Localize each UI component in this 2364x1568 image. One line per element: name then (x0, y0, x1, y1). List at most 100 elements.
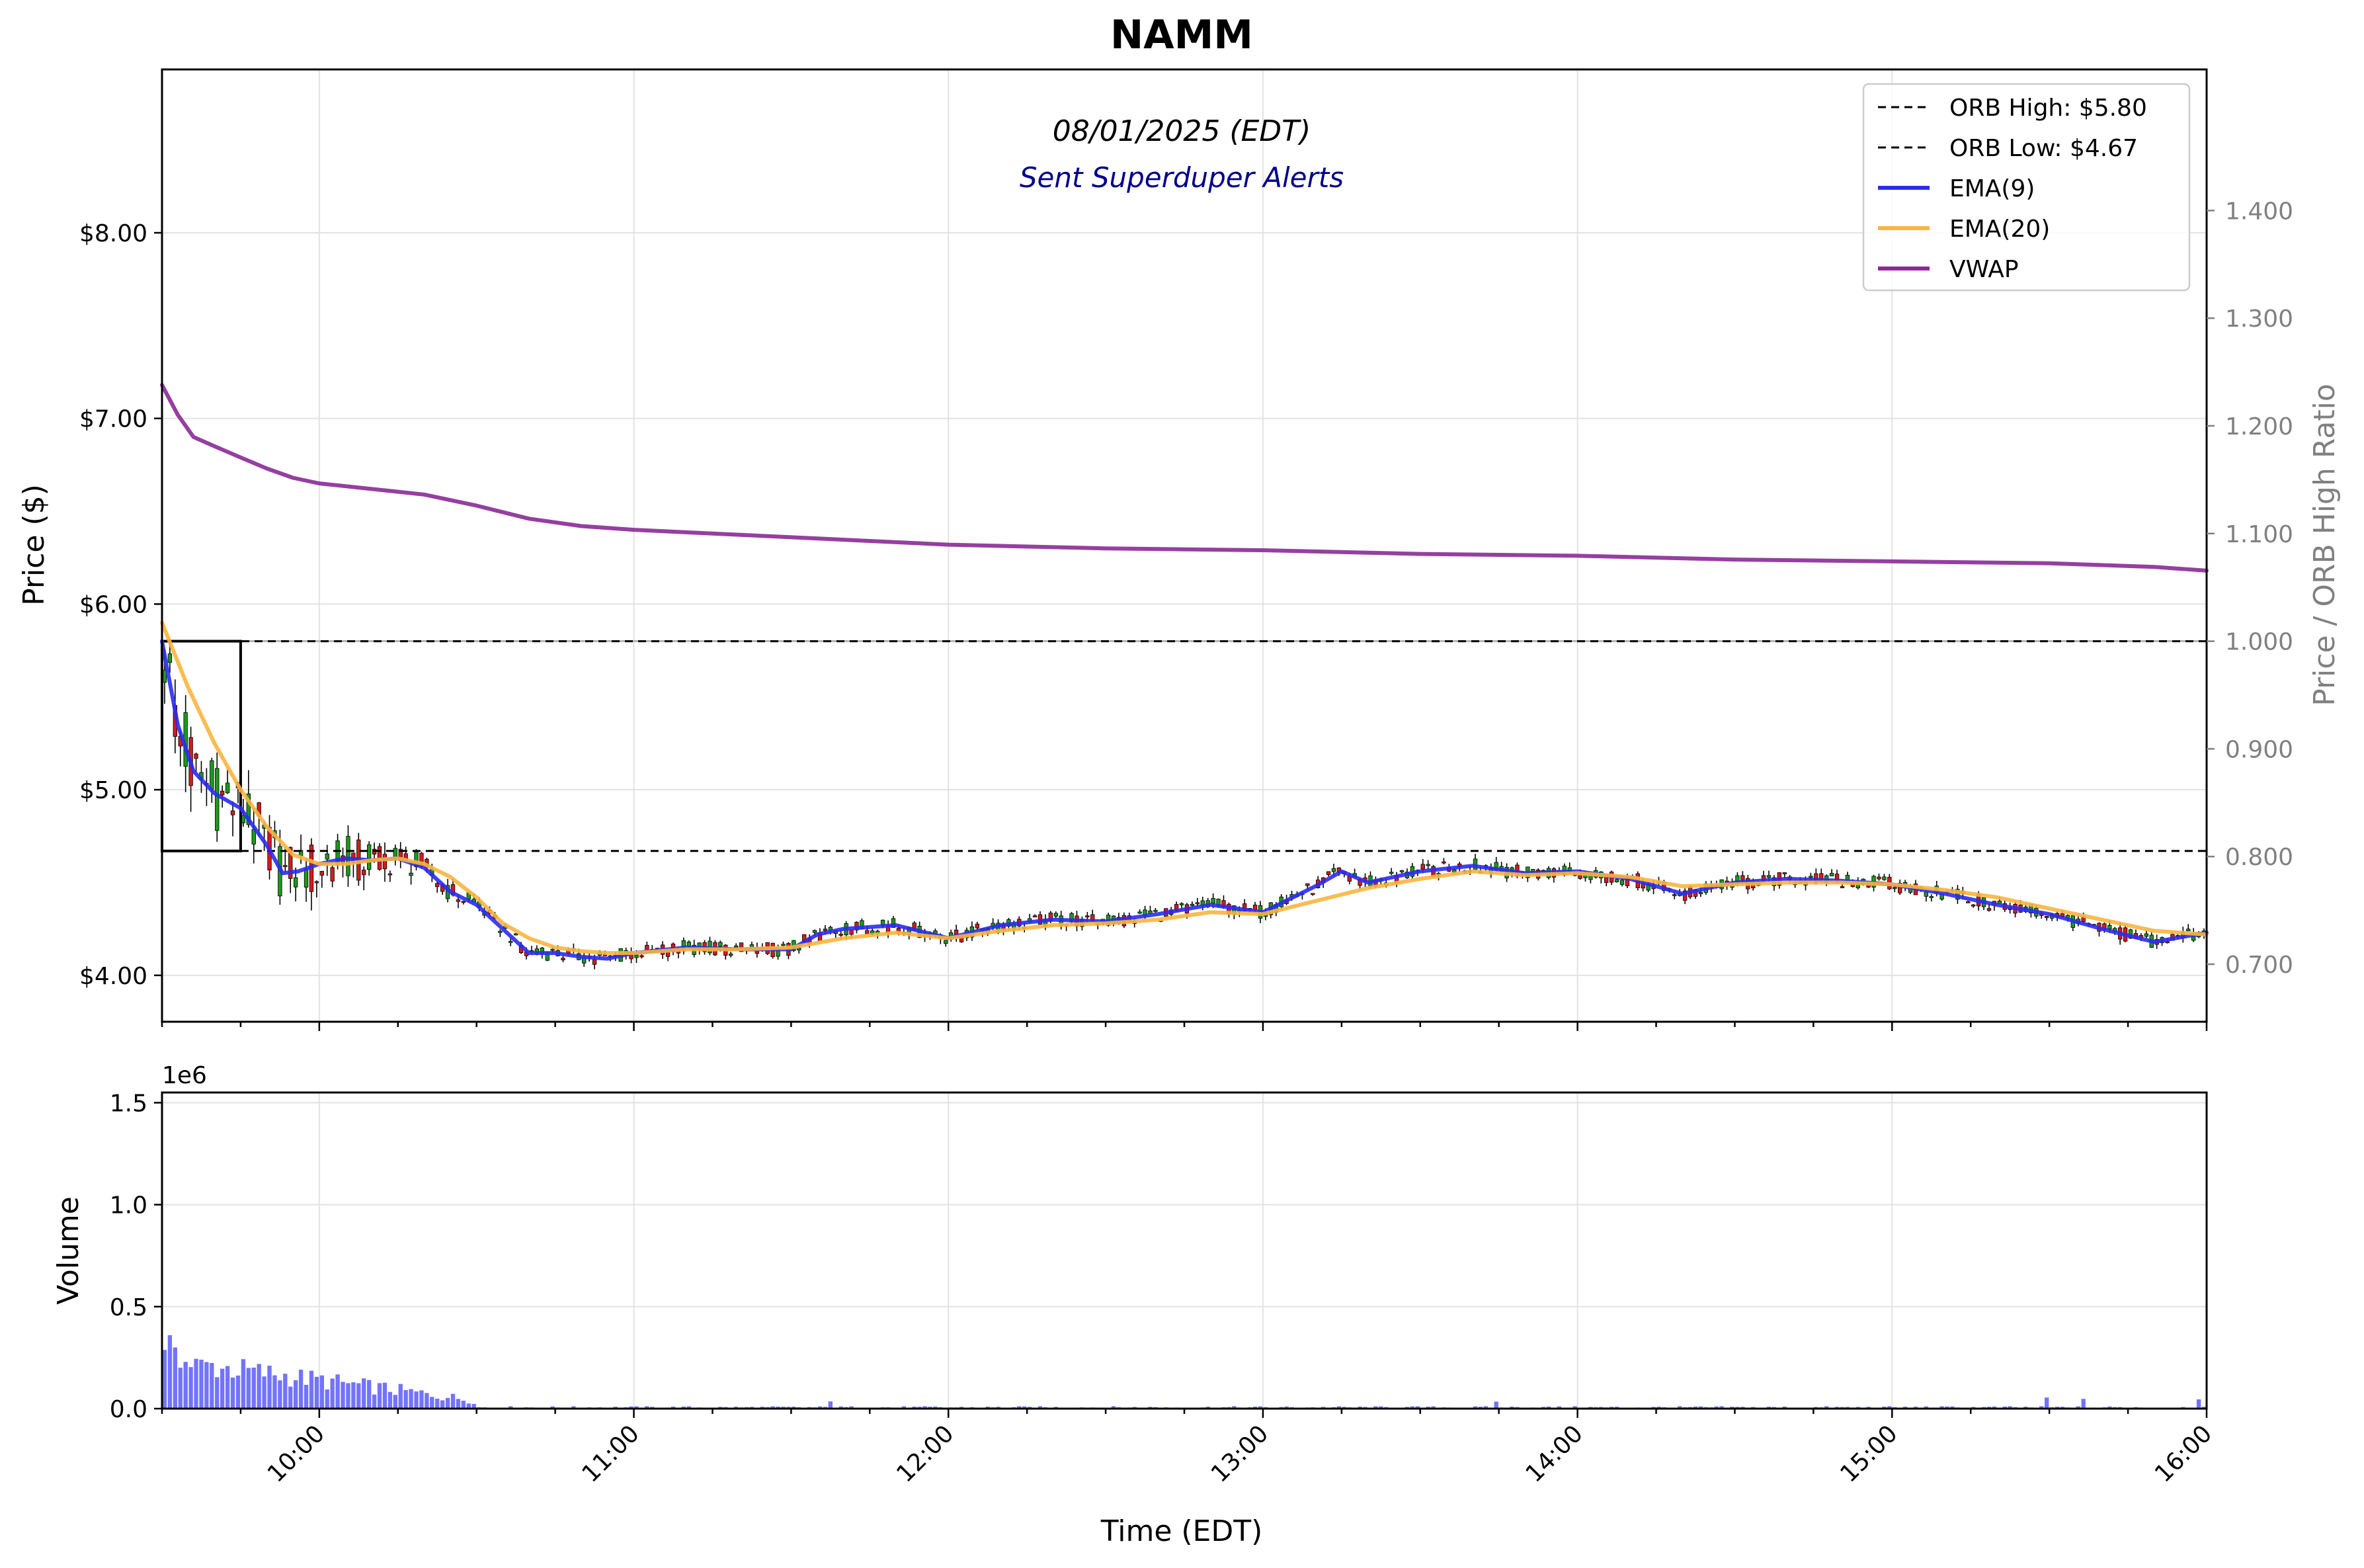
legend-entry-3: EMA(20) (1949, 216, 2050, 243)
price-axis-label: Price ($) (17, 484, 51, 606)
volume-bar (262, 1376, 266, 1409)
volume-bar (1557, 1406, 1562, 1409)
candle-body (1672, 894, 1677, 896)
volume-bar (1038, 1406, 1043, 1409)
volume-bar (629, 1406, 633, 1409)
legend-entry-0: ORB High: $5.80 (1949, 95, 2147, 122)
candle-body (509, 940, 513, 943)
candle-body (194, 753, 198, 759)
candle-body (1195, 902, 1200, 905)
volume-bar (922, 1406, 927, 1409)
candle-body (362, 870, 366, 876)
volume-bar (362, 1378, 366, 1409)
xtick-label-1400: 14:00 (1521, 1420, 1588, 1487)
candle-body (461, 901, 466, 903)
volume-bar (419, 1390, 424, 1409)
volume-bar (298, 1370, 304, 1409)
candle-body (1326, 871, 1331, 875)
volume-bar (1431, 1406, 1436, 1409)
candle-body (1966, 901, 1971, 903)
volume-bar (304, 1385, 309, 1409)
candle-body (718, 942, 723, 947)
volume-bar (645, 1406, 649, 1409)
price-ytick-label: $5.00 (79, 777, 147, 804)
candle-body (1190, 903, 1195, 906)
volume-bar (1473, 1406, 1478, 1409)
volume-bar (466, 1403, 471, 1409)
volume-bar (325, 1389, 329, 1409)
volume-bar (220, 1368, 225, 1409)
volume-bar (1232, 1406, 1237, 1409)
candle-body (314, 881, 319, 884)
volume-bar (838, 1406, 843, 1409)
x-axis-label: Time (EDT) (1100, 1514, 1263, 1548)
volume-bar (167, 1335, 173, 1409)
candle-body (293, 877, 298, 887)
candle-body (1782, 872, 1787, 874)
candle-body (1588, 875, 1593, 880)
volume-bar (1111, 1406, 1116, 1409)
alert-annotation: Sent Superduper Alerts (1020, 161, 1344, 194)
volume-bar (173, 1347, 177, 1409)
volume-ytick-label: 1.5 (110, 1090, 147, 1117)
volume-bar (1258, 1406, 1263, 1409)
candle-body (1840, 886, 1845, 888)
price-ytick-label: $6.00 (79, 591, 147, 618)
volume-bar (1510, 1406, 1514, 1409)
volume-bar (471, 1403, 476, 1409)
candle-body (1426, 864, 1430, 866)
volume-bar (901, 1406, 907, 1409)
volume-bar (2039, 1406, 2044, 1409)
candle-body (304, 868, 309, 888)
volume-bar (1252, 1406, 1258, 1409)
price-ytick-label: $8.00 (79, 220, 147, 247)
volume-bar (194, 1358, 198, 1409)
ratio-ytick-label: 0.900 (2225, 736, 2293, 763)
candle-body (1252, 905, 1258, 910)
orb-box (161, 640, 242, 852)
candle-body (456, 899, 461, 902)
candle-body (1893, 887, 1897, 889)
volume-panel-frame (161, 1091, 2208, 1410)
candle-body (729, 954, 733, 956)
volume-bar (1719, 1406, 1724, 1409)
volume-bar (849, 1406, 854, 1409)
volume-bar (1410, 1406, 1415, 1409)
candle-body (1389, 872, 1394, 874)
price-ytick-label: $7.00 (79, 406, 147, 433)
chart-title: NAMM (1110, 12, 1253, 58)
candle-body (781, 944, 786, 946)
volume-bar (2002, 1406, 2007, 1409)
volume-bar (319, 1375, 324, 1409)
volume-bar (440, 1400, 445, 1409)
volume-bar (215, 1377, 220, 1409)
candle-body (823, 928, 828, 931)
volume-bar (1924, 1406, 1929, 1409)
volume-bar (817, 1406, 823, 1409)
volume-ytick-label: 1.0 (110, 1192, 147, 1219)
volume-bar (283, 1374, 288, 1409)
volume-bar (770, 1406, 775, 1409)
candle-body (561, 958, 565, 960)
volume-bar (2008, 1406, 2012, 1409)
candle-body (366, 844, 372, 870)
volume-bar (393, 1395, 397, 1409)
volume-bar (2076, 1406, 2080, 1409)
volume-bar (686, 1406, 691, 1409)
volume-bar (828, 1401, 833, 1409)
volume-panel: 0.0 0.5 1.0 1.5 (110, 1090, 2208, 1423)
legend-entry-2: EMA(9) (1949, 175, 2035, 202)
volume-bar (1945, 1406, 1949, 1409)
volume-bar (235, 1375, 241, 1409)
volume-bar (1415, 1406, 1420, 1409)
candle-body (330, 867, 335, 882)
candle-body (1971, 904, 1976, 907)
candle-body (634, 954, 639, 958)
volume-bar (1358, 1406, 1362, 1409)
candle-body (865, 930, 870, 934)
ratio-axis-label: Price / ORB High Ratio (2308, 384, 2342, 706)
volume-bar (1714, 1406, 1719, 1409)
candle-body (1619, 880, 1625, 885)
volume-bar (288, 1386, 293, 1409)
